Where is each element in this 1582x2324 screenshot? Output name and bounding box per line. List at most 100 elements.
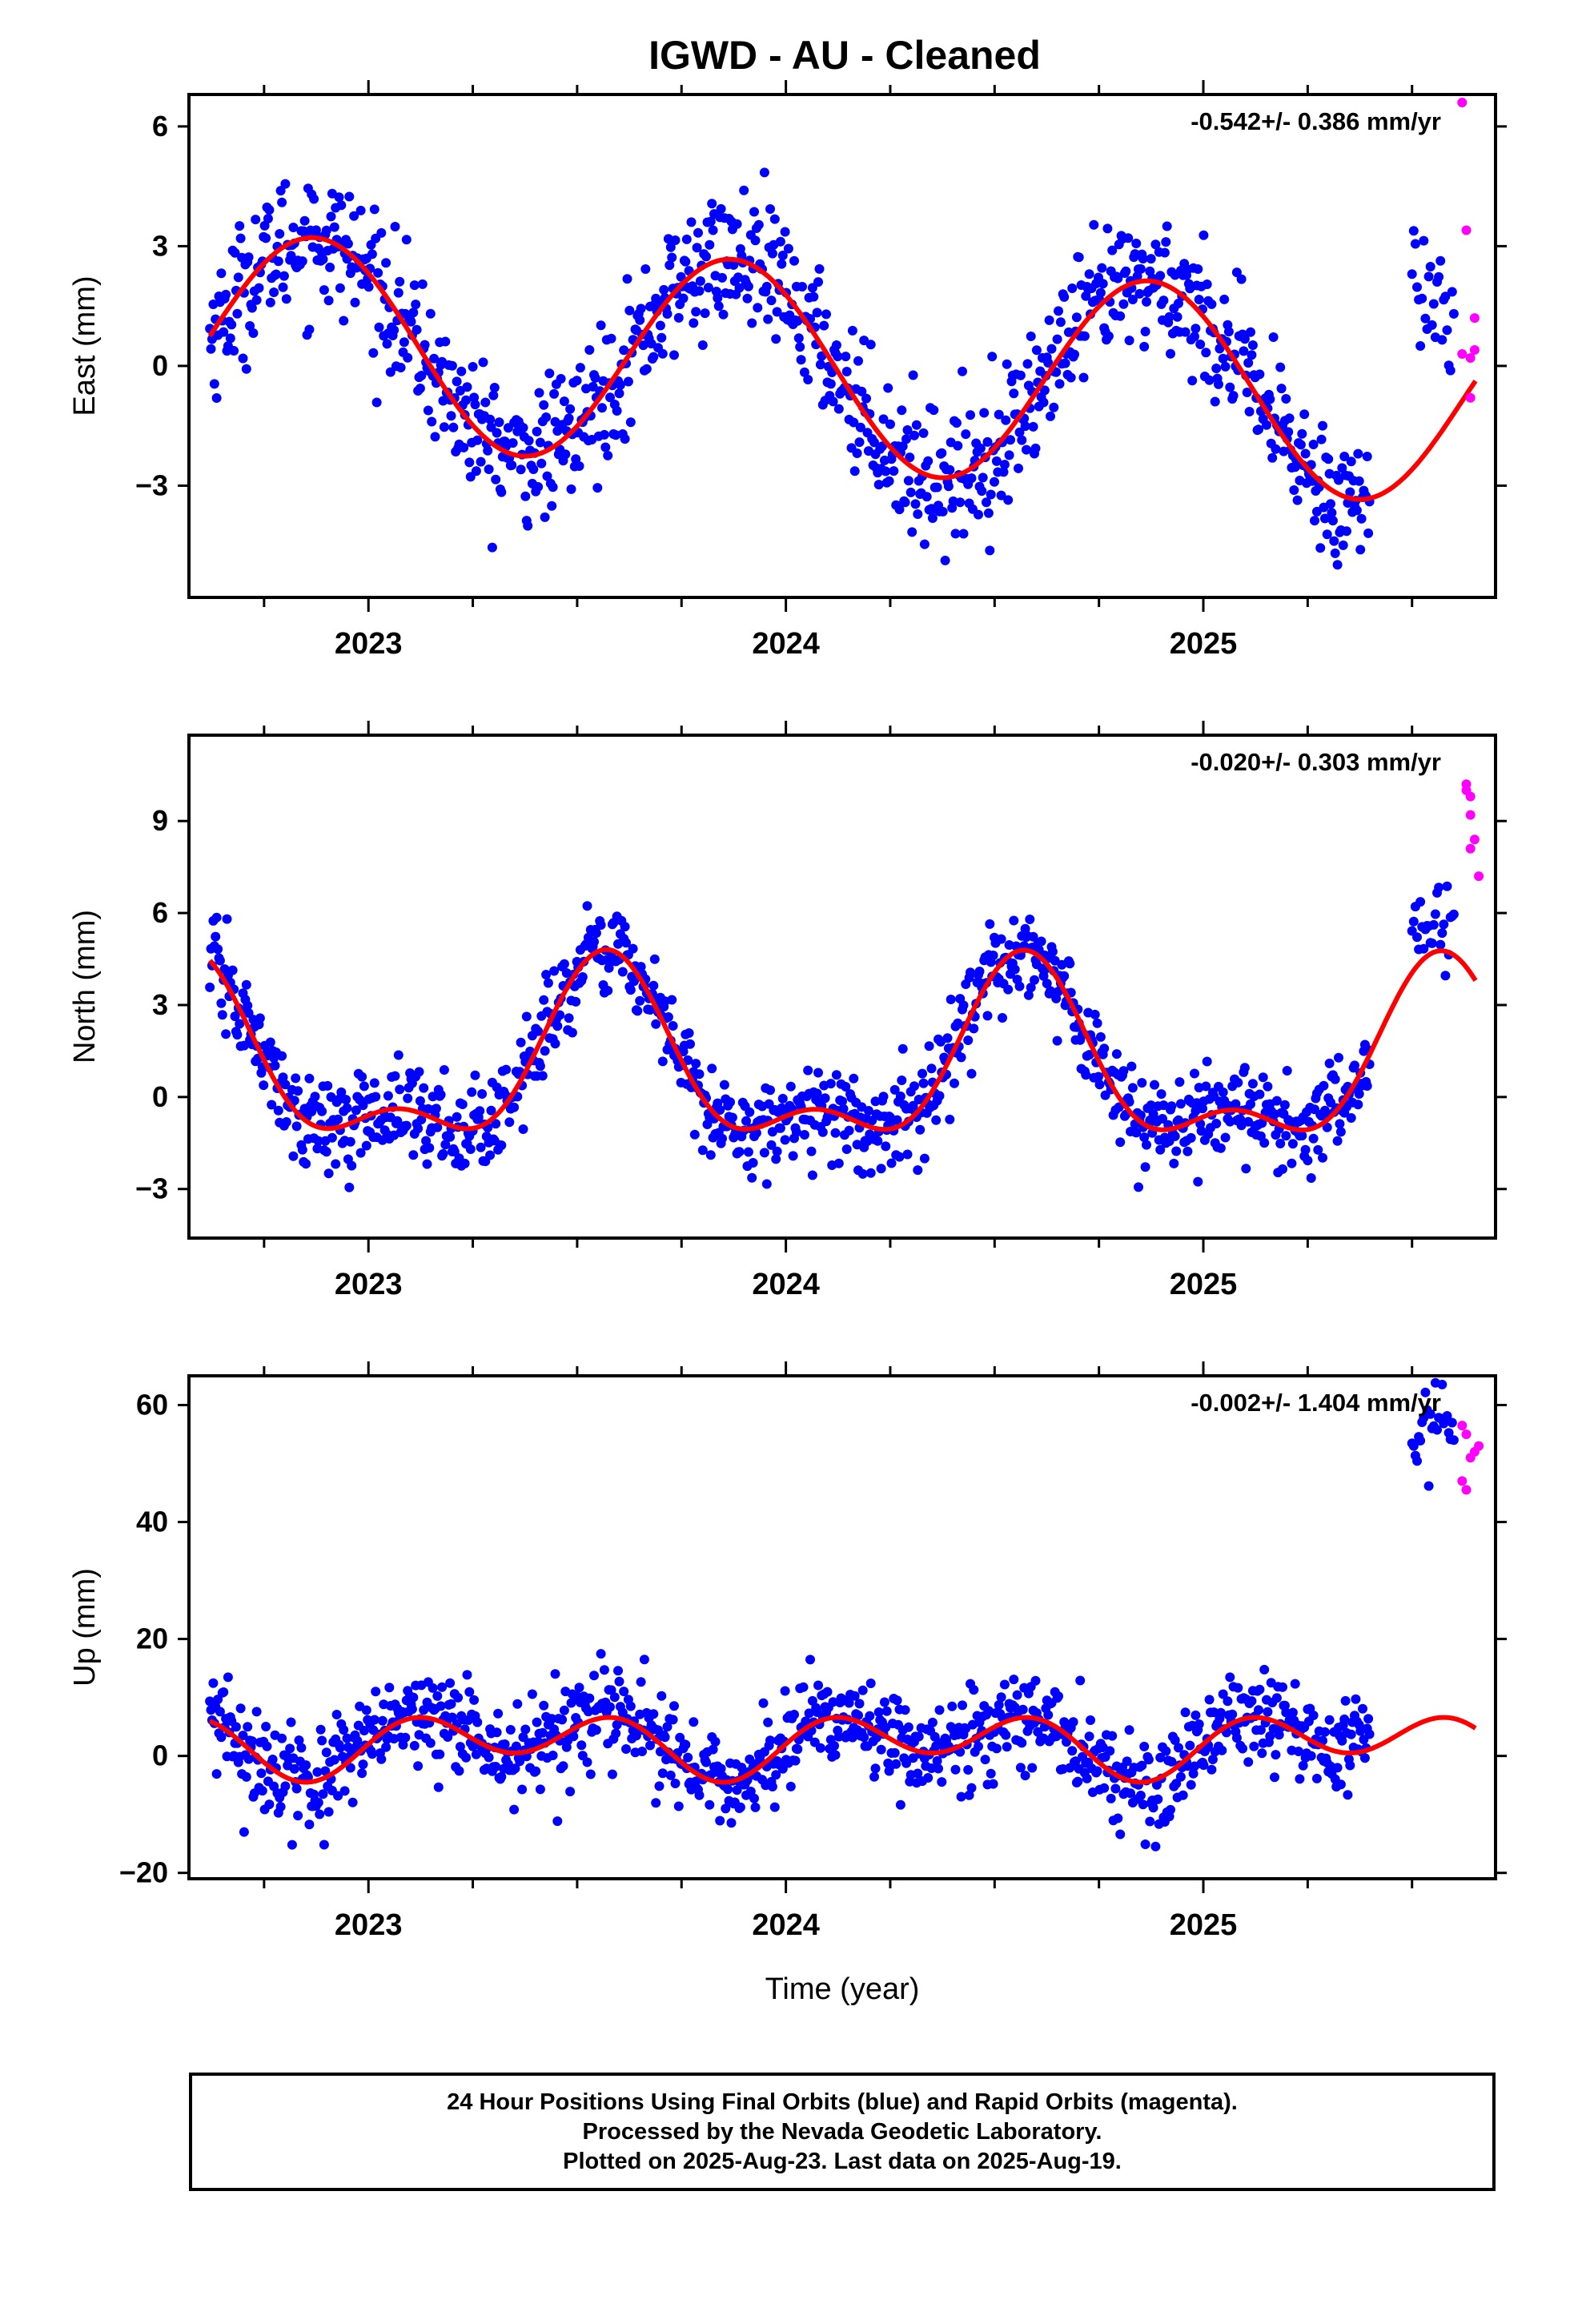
final-point [435, 1749, 445, 1759]
final-point [219, 327, 229, 337]
final-point [367, 1749, 377, 1759]
final-point [390, 1071, 400, 1081]
final-point [865, 340, 876, 350]
final-point [1004, 450, 1014, 460]
final-point [1448, 909, 1459, 919]
final-point [448, 422, 459, 432]
final-point [549, 966, 560, 976]
final-point [775, 236, 785, 247]
final-point [753, 219, 764, 230]
final-point [409, 280, 420, 291]
final-point [619, 1687, 629, 1697]
final-point [241, 1771, 251, 1782]
final-point [1239, 346, 1249, 356]
final-point [520, 1724, 531, 1735]
final-point [662, 309, 673, 319]
final-point [369, 204, 379, 215]
final-point [895, 1092, 905, 1101]
final-point [667, 252, 677, 263]
final-point [994, 1700, 1004, 1710]
final-point [1231, 1733, 1242, 1743]
north-model-curve [207, 947, 1478, 1132]
final-point [1430, 909, 1440, 919]
final-point [821, 309, 831, 320]
final-point [315, 1724, 326, 1735]
final-point [1095, 287, 1106, 298]
final-point [705, 239, 715, 250]
final-point [230, 247, 240, 258]
final-point [1412, 282, 1422, 292]
final-point [1190, 1068, 1199, 1079]
final-point [1134, 1182, 1143, 1192]
final-point [772, 307, 782, 317]
footer-line-3: Plotted on 2025-Aug-23. Last data on 202… [563, 2148, 1122, 2174]
final-point [429, 353, 440, 364]
final-point [493, 1708, 504, 1719]
final-point [281, 294, 291, 304]
final-point [504, 1117, 515, 1128]
final-point [934, 1705, 945, 1715]
final-point [232, 308, 243, 319]
final-point [905, 487, 916, 497]
final-point [1039, 385, 1050, 396]
final-point [873, 1136, 883, 1146]
final-point [216, 998, 227, 1008]
final-point [1142, 1140, 1151, 1150]
final-point [635, 315, 645, 325]
final-point [1090, 1009, 1100, 1019]
final-point [932, 1755, 942, 1766]
final-point [996, 1692, 1006, 1703]
east-y-axis-label: East (mm) [68, 275, 102, 416]
final-point [566, 484, 576, 494]
final-point [853, 1711, 863, 1720]
final-point [243, 1722, 253, 1732]
final-point [1276, 384, 1287, 394]
final-point [415, 1096, 425, 1106]
final-point [415, 384, 425, 393]
final-point [417, 279, 428, 289]
final-point [492, 1082, 502, 1092]
final-point [801, 1716, 811, 1727]
final-point [286, 251, 296, 261]
final-point [1303, 1156, 1313, 1166]
final-point [1238, 1743, 1247, 1754]
final-point [869, 1771, 879, 1782]
final-point [407, 1704, 417, 1715]
final-point [1094, 1072, 1103, 1082]
final-point [1066, 372, 1076, 383]
final-point [1340, 1695, 1351, 1706]
final-point [541, 970, 552, 979]
final-point [596, 1649, 606, 1659]
x-tick-label: 2025 [1170, 1908, 1238, 1942]
final-point [1263, 1081, 1273, 1092]
final-point [909, 1081, 919, 1092]
final-point [815, 1743, 825, 1753]
final-point [1271, 1750, 1281, 1760]
final-point [937, 1777, 947, 1787]
final-point [233, 272, 243, 283]
final-point [291, 1783, 302, 1794]
final-point [964, 1790, 974, 1800]
final-point [465, 1144, 476, 1154]
final-point [958, 1700, 967, 1711]
final-point [847, 1732, 857, 1743]
up-rate-label: -0.002+/- 1.404 mm/yr [1191, 1389, 1441, 1417]
final-point [1099, 1783, 1110, 1793]
final-point [419, 1083, 429, 1093]
final-point [539, 995, 549, 1005]
final-point [467, 1087, 477, 1097]
final-point [717, 1133, 727, 1144]
final-point [476, 456, 486, 467]
final-point [870, 1763, 881, 1774]
final-point [489, 383, 500, 392]
final-point [219, 1687, 229, 1697]
final-point [788, 1151, 798, 1161]
final-point [589, 937, 599, 947]
final-point [1140, 1162, 1150, 1172]
final-point [1202, 1056, 1212, 1067]
final-point [1214, 379, 1223, 389]
final-point [605, 392, 615, 403]
final-point [488, 390, 499, 400]
final-point [1193, 264, 1203, 274]
final-point [440, 1140, 451, 1150]
